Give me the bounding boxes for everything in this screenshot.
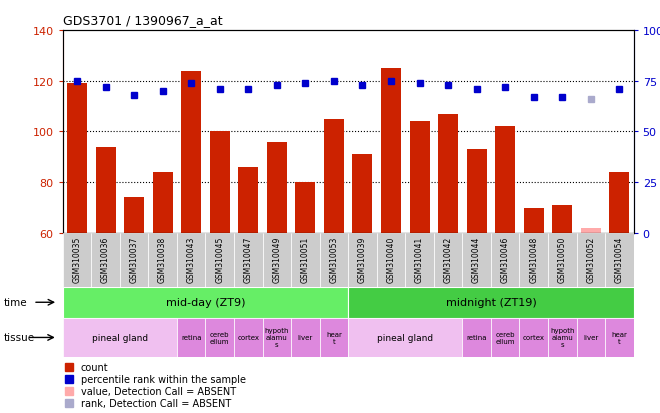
Bar: [263, 318, 291, 357]
Bar: [548, 318, 577, 357]
Bar: [405, 233, 434, 287]
Text: GSM310036: GSM310036: [101, 236, 110, 282]
Text: GSM310051: GSM310051: [301, 236, 310, 282]
Text: value, Detection Call = ABSENT: value, Detection Call = ABSENT: [81, 386, 236, 396]
Bar: [495, 127, 515, 233]
Bar: [181, 71, 201, 233]
Text: tissue: tissue: [3, 332, 34, 343]
Text: GSM310054: GSM310054: [615, 236, 624, 282]
Bar: [523, 208, 544, 233]
Text: midnight (ZT19): midnight (ZT19): [446, 297, 536, 308]
Bar: [205, 233, 234, 287]
Text: GSM310043: GSM310043: [187, 236, 195, 282]
Bar: [605, 233, 634, 287]
Text: liver: liver: [583, 335, 599, 341]
Bar: [234, 318, 263, 357]
Bar: [120, 233, 148, 287]
Text: GSM310038: GSM310038: [158, 236, 167, 282]
Bar: [581, 228, 601, 233]
Bar: [348, 287, 634, 318]
Bar: [124, 198, 144, 233]
Text: pineal gland: pineal gland: [92, 333, 148, 342]
Bar: [381, 69, 401, 233]
Bar: [177, 318, 205, 357]
Text: GSM310041: GSM310041: [415, 236, 424, 282]
Text: GSM310050: GSM310050: [558, 236, 567, 282]
Text: GDS3701 / 1390967_a_at: GDS3701 / 1390967_a_at: [63, 14, 222, 27]
Text: GSM310052: GSM310052: [586, 236, 595, 282]
Bar: [519, 318, 548, 357]
Text: hear
t: hear t: [611, 331, 627, 344]
Bar: [291, 318, 319, 357]
Text: rank, Detection Call = ABSENT: rank, Detection Call = ABSENT: [81, 398, 231, 408]
Text: time: time: [3, 297, 27, 308]
Bar: [319, 233, 348, 287]
Bar: [519, 233, 548, 287]
Text: hypoth
alamu
s: hypoth alamu s: [265, 328, 289, 348]
Text: retina: retina: [467, 335, 487, 341]
Text: GSM310040: GSM310040: [387, 236, 395, 282]
Text: cortex: cortex: [237, 335, 259, 341]
Text: GSM310048: GSM310048: [529, 236, 538, 282]
Text: GSM310044: GSM310044: [472, 236, 481, 282]
Text: GSM310046: GSM310046: [501, 236, 510, 282]
Text: cortex: cortex: [523, 335, 544, 341]
Bar: [295, 183, 315, 233]
Bar: [238, 168, 258, 233]
Bar: [91, 233, 120, 287]
Bar: [409, 122, 430, 233]
Bar: [148, 233, 177, 287]
Text: cereb
ellum: cereb ellum: [496, 331, 515, 344]
Text: GSM310047: GSM310047: [244, 236, 253, 282]
Bar: [267, 142, 287, 233]
Bar: [234, 233, 263, 287]
Bar: [577, 233, 605, 287]
Text: pineal gland: pineal gland: [377, 333, 434, 342]
Bar: [462, 233, 491, 287]
Text: GSM310045: GSM310045: [215, 236, 224, 282]
Text: GSM310042: GSM310042: [444, 236, 453, 282]
Text: GSM310035: GSM310035: [73, 236, 81, 282]
Text: percentile rank within the sample: percentile rank within the sample: [81, 374, 246, 384]
Text: GSM310037: GSM310037: [129, 236, 139, 282]
Text: count: count: [81, 362, 108, 372]
Bar: [348, 318, 462, 357]
Bar: [605, 318, 634, 357]
Text: mid-day (ZT9): mid-day (ZT9): [166, 297, 245, 308]
Bar: [205, 318, 234, 357]
Bar: [319, 318, 348, 357]
Bar: [467, 150, 486, 233]
Bar: [210, 132, 230, 233]
Bar: [348, 233, 377, 287]
Text: hypoth
alamu
s: hypoth alamu s: [550, 328, 574, 348]
Text: GSM310049: GSM310049: [273, 236, 281, 282]
Bar: [434, 233, 462, 287]
Bar: [352, 155, 372, 233]
Bar: [438, 114, 458, 233]
Bar: [377, 233, 405, 287]
Text: hear
t: hear t: [326, 331, 342, 344]
Bar: [152, 173, 173, 233]
Bar: [491, 233, 519, 287]
Bar: [462, 318, 491, 357]
Text: GSM310053: GSM310053: [329, 236, 339, 282]
Text: retina: retina: [181, 335, 201, 341]
Bar: [63, 287, 348, 318]
Bar: [177, 233, 205, 287]
Bar: [63, 233, 91, 287]
Text: GSM310039: GSM310039: [358, 236, 367, 282]
Bar: [491, 318, 519, 357]
Bar: [609, 173, 630, 233]
Bar: [96, 147, 115, 233]
Bar: [324, 119, 344, 233]
Bar: [552, 206, 572, 233]
Bar: [63, 318, 177, 357]
Bar: [67, 84, 87, 233]
Bar: [263, 233, 291, 287]
Bar: [548, 233, 577, 287]
Text: cereb
ellum: cereb ellum: [210, 331, 230, 344]
Text: liver: liver: [298, 335, 313, 341]
Bar: [291, 233, 319, 287]
Bar: [577, 318, 605, 357]
